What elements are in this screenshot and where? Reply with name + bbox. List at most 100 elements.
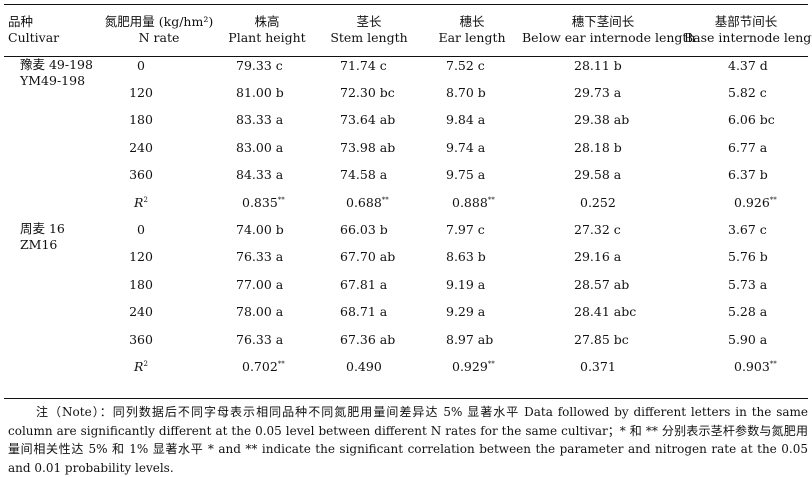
cell-height: 83.00 a [236, 139, 284, 155]
table-row: 360 76.33 a 67.36 ab 8.97 ab 27.85 bc 5.90 a [4, 326, 808, 353]
r2-label: R2 [100, 189, 218, 216]
cell-height: 77.00 a [236, 276, 284, 292]
cell-stem: 73.98 ab [340, 139, 396, 155]
table-row: 120 76.33 a 67.70 ab 8.63 b 29.16 a 5.76 b [4, 244, 808, 271]
cell-stem: 73.64 ab [340, 112, 396, 128]
cell-height: 79.33 c [236, 57, 283, 73]
cell-height: 76.33 a [236, 331, 284, 347]
significance-mark: ** [769, 195, 777, 204]
cell-base: 6.77 a [728, 139, 768, 155]
col-stem-length: 茎长 Stem length [316, 8, 422, 52]
col-stem-length-cn: 茎长 [356, 14, 382, 29]
cell-height: 81.00 b [236, 85, 284, 101]
cell-ear: 8.70 b [446, 85, 486, 101]
col-cultivar: 品种 Cultivar [4, 8, 100, 52]
table-row: 180 83.33 a 73.64 ab 9.84 a 29.38 ab 6.06 bc [4, 107, 808, 134]
cell-stem: 67.70 ab [340, 249, 396, 265]
r2-cell-base: 0.903** [684, 353, 808, 380]
significance-mark: ** [381, 195, 389, 204]
col-base-internode-cn: 基部节间长 [714, 14, 778, 29]
bottom-rule [4, 398, 808, 399]
col-cultivar-cn: 品种 [8, 14, 34, 29]
col-ear-length: 穗长 Ear length [422, 8, 522, 52]
r2-cell-height: 0.702** [218, 353, 316, 380]
col-plant-height-cn: 株高 [254, 14, 280, 29]
cell-ear: 9.74 a [446, 139, 486, 155]
table-body: 豫麦 49-198 YM49-198 0 79.33 c 71.74 c 7.52 c 28… [4, 52, 808, 381]
cell-ear: 8.97 ab [446, 331, 494, 347]
r2-cell-base: 0.926** [684, 189, 808, 216]
cell-base: 5.28 a [728, 304, 768, 320]
col-ear-length-cn: 穗长 [459, 14, 485, 29]
data-table: 品种 Cultivar 氮肥用量 (kg/hm²) N rate 株高 Plan… [4, 8, 812, 381]
cell-below: 29.73 a [574, 85, 622, 101]
col-below-ear-internode-en: Below ear internode length [522, 30, 696, 45]
r2-value: 0.371 [580, 358, 616, 374]
cell-below: 28.11 b [574, 57, 622, 73]
r2-cell-below: 0.252 [522, 189, 684, 216]
r2-value: 0.888 [452, 194, 488, 210]
cell-below: 29.58 a [574, 167, 622, 183]
col-plant-height-en: Plant height [228, 30, 306, 45]
cell-nrate: 360 [129, 167, 153, 183]
cell-base: 6.06 bc [728, 112, 775, 128]
cell-stem: 67.36 ab [340, 331, 396, 347]
cell-below: 27.32 c [574, 222, 621, 238]
r2-row: R2 0.835** 0.688** 0.888** 0.252 0.926** [4, 189, 808, 216]
cell-below: 28.57 ab [574, 276, 630, 292]
cultivar-name-en: ZM16 [20, 237, 58, 253]
r2-row: R2 0.702** 0.490 0.929** 0.371 0.903** [4, 353, 808, 380]
cell-below: 29.16 a [574, 249, 622, 265]
col-base-internode-en: Base internode length [684, 30, 812, 45]
cell-height: 74.00 b [236, 222, 284, 238]
cell-below: 29.38 ab [574, 112, 630, 128]
r2-cell-stem: 0.490 [316, 353, 422, 380]
cell-nrate: 180 [129, 112, 153, 128]
r2-superscript: 2 [143, 195, 148, 204]
cell-ear: 8.63 b [446, 249, 486, 265]
r2-value: 0.490 [346, 358, 382, 374]
header-rule [4, 56, 808, 57]
r2-cell-below: 0.371 [522, 353, 684, 380]
r2-label: R2 [100, 353, 218, 380]
table-note: 注（Note）：同列数据后不同字母表示相同品种不同氮肥用量间差异达 5% 显著水… [8, 403, 808, 477]
cell-height: 83.33 a [236, 112, 284, 128]
cell-nrate: 120 [129, 85, 153, 101]
significance-mark: ** [769, 359, 777, 368]
cell-ear: 9.29 a [446, 304, 486, 320]
cell-stem: 67.81 a [340, 276, 388, 292]
table-row: 120 81.00 b 72.30 bc 8.70 b 29.73 a 5.82 c [4, 79, 808, 106]
cell-ear: 9.84 a [446, 112, 486, 128]
table-row: 周麦 16 ZM16 0 74.00 b 66.03 b 7.97 c 27.32 c 3.6… [4, 216, 808, 252]
cell-stem: 66.03 b [340, 222, 388, 238]
col-nrate-cn: 氮肥用量 (kg/hm²) [104, 14, 214, 29]
cell-height: 78.00 a [236, 304, 284, 320]
cell-ear: 7.52 c [446, 57, 485, 73]
cell-nrate: 120 [129, 249, 153, 265]
cell-base: 5.73 a [728, 276, 768, 292]
col-below-ear-internode: 穗下茎间长 Below ear internode length [522, 8, 696, 52]
table-row: 240 83.00 a 73.98 ab 9.74 a 28.18 b 6.77 a [4, 134, 808, 161]
r2-value: 0.835 [242, 194, 278, 210]
r2-cell-stem: 0.688** [316, 189, 422, 216]
cultivar-name-en: YM49-198 [20, 73, 86, 88]
r2-symbol: R [134, 358, 144, 374]
cell-stem: 74.58 a [340, 167, 388, 183]
cell-stem: 71.74 c [340, 57, 387, 73]
table-row: 240 78.00 a 68.71 a 9.29 a 28.41 abc 5.28 a [4, 299, 808, 326]
r2-cell-ear: 0.929** [422, 353, 522, 380]
cell-base: 3.67 c [728, 222, 767, 238]
cultivar-name-cn: 豫麦 49-198 [20, 57, 93, 72]
col-nrate: 氮肥用量 (kg/hm²) N rate [100, 8, 218, 52]
cell-nrate: 360 [129, 331, 153, 347]
note-text: 注（Note）：同列数据后不同字母表示相同品种不同氮肥用量间差异达 5% 显著水… [8, 405, 808, 475]
table-row: 360 84.33 a 74.58 a 9.75 a 29.58 a 6.37 b [4, 162, 808, 189]
col-base-internode: 基部节间长 Base internode length [684, 8, 812, 52]
r2-cell-height: 0.835** [218, 189, 316, 216]
cultivar-cell: 豫麦 49-198 YM49-198 [4, 52, 100, 216]
cell-stem: 68.71 a [340, 304, 388, 320]
cell-base: 5.82 c [728, 85, 767, 101]
r2-value: 0.929 [452, 358, 488, 374]
cell-nrate: 240 [129, 139, 153, 155]
cell-ear: 9.19 a [446, 276, 486, 292]
